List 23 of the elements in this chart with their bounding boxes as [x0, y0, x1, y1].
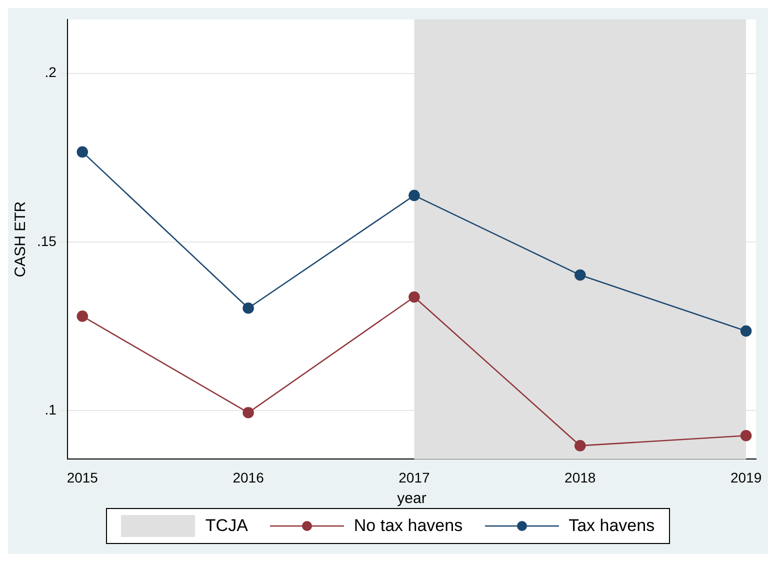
x-axis-title: year	[397, 490, 426, 508]
point	[574, 440, 586, 452]
point	[76, 310, 88, 322]
x-tick-label: 2019	[730, 469, 762, 486]
legend-label: Tax havens	[568, 516, 655, 536]
y-tick-label: .1	[44, 401, 57, 418]
point	[408, 190, 420, 202]
y-axis-title: CASH ETR	[12, 201, 30, 278]
legend-label: No tax havens	[354, 516, 463, 536]
point	[740, 430, 752, 442]
point	[408, 291, 420, 303]
point	[242, 407, 254, 418]
point	[740, 325, 752, 337]
point	[76, 146, 88, 158]
x-tick-label: 2017	[398, 469, 430, 486]
legend-label: TCJA	[205, 516, 248, 536]
point	[242, 302, 254, 314]
x-tick-label: 2018	[564, 469, 596, 486]
y-tick-label: .2	[44, 64, 57, 80]
x-tick-label: 2016	[232, 469, 264, 486]
x-tick-label: 2015	[66, 469, 98, 486]
y-tick-label: .15	[36, 232, 57, 249]
point	[574, 269, 586, 281]
